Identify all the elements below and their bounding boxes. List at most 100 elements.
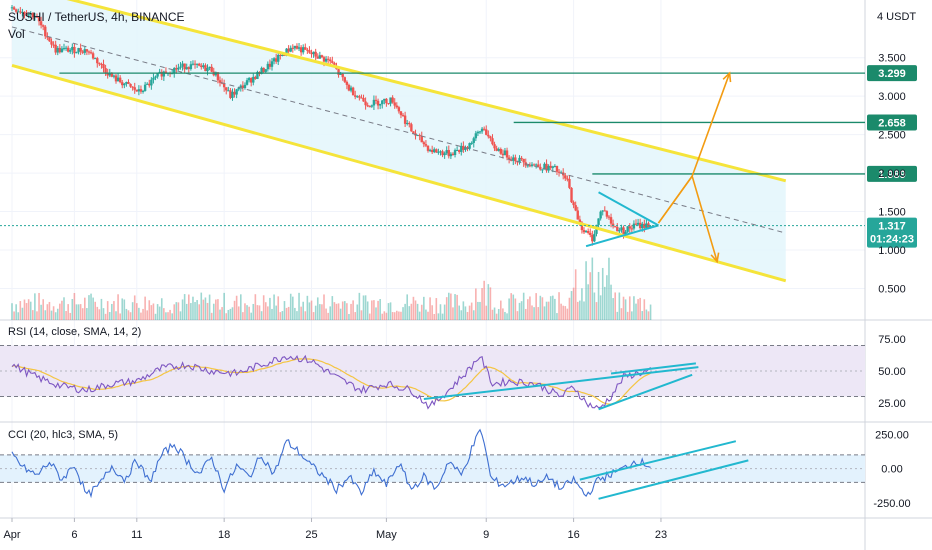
candle-body [102, 64, 105, 69]
candle-body [191, 63, 195, 65]
candle-body [545, 163, 548, 171]
candle-body [10, 7, 14, 9]
volume-bar [61, 300, 63, 320]
volume-bar [460, 310, 463, 320]
candle-body [360, 97, 363, 99]
volume-bar [412, 296, 415, 320]
candle-body [586, 231, 590, 233]
volume-bar [92, 297, 94, 320]
volume-bar [564, 306, 567, 320]
candle-body [385, 98, 388, 104]
rsi-axis-label: 25.00 [878, 398, 906, 410]
price-axis-label: 3.500 [878, 53, 906, 65]
candle-body [279, 55, 282, 57]
candle-body [291, 47, 294, 49]
candle-body [447, 150, 450, 157]
candle-body [641, 223, 644, 229]
candle-body [626, 226, 629, 232]
volume-bar [527, 299, 529, 320]
candle-body [549, 165, 552, 168]
candle-body [106, 72, 109, 76]
volume-bar [190, 303, 192, 320]
candle-body [127, 82, 130, 84]
candle-body [252, 76, 255, 83]
volume-bar [283, 301, 286, 320]
candle-body [326, 58, 330, 60]
volume-bar [117, 294, 119, 320]
candle-body [200, 65, 203, 68]
volume-bar [520, 301, 523, 320]
candle-body [551, 166, 554, 168]
volume-bar [96, 306, 99, 320]
candle-body [628, 226, 631, 229]
candle-body [27, 13, 30, 16]
volume-bar [344, 301, 346, 320]
volume-bar [383, 311, 386, 320]
candle-body [285, 48, 288, 56]
candle-body [14, 9, 18, 12]
candle-body [89, 52, 93, 54]
candle-body [100, 63, 103, 65]
last-price-tag [867, 217, 917, 248]
candle-body [541, 169, 544, 171]
volume-bar [581, 288, 583, 320]
candle-body [428, 149, 432, 151]
volume-bar [185, 303, 188, 320]
volume-bar [358, 292, 361, 320]
volume-bar [71, 299, 74, 320]
volume-bar [181, 299, 184, 320]
volume-bar [81, 308, 84, 320]
volume-bar [622, 296, 625, 320]
candle-body [343, 77, 346, 82]
candle-body [503, 150, 507, 156]
volume-bar [188, 294, 190, 320]
volume-bar [408, 306, 411, 320]
volume-bar [533, 307, 535, 320]
candle-body [487, 134, 490, 137]
volume-bar [150, 305, 153, 320]
volume-bar [487, 284, 490, 320]
candle-body [514, 157, 517, 162]
candle-body [268, 63, 272, 67]
volume-bar [518, 302, 521, 320]
volume-bar [308, 302, 311, 320]
candle-body [597, 218, 600, 225]
candle-body [495, 148, 498, 151]
volume-bar [146, 310, 148, 320]
candle-body [250, 78, 253, 83]
volume-bar [452, 307, 454, 320]
volume-bar [36, 311, 38, 320]
volume-bar [539, 295, 542, 320]
candle-body [254, 76, 257, 79]
volume-bar [556, 313, 558, 320]
volume-bar [127, 310, 130, 320]
candle-body [239, 85, 242, 88]
volume-bar [441, 313, 444, 320]
candle-body [555, 165, 559, 172]
volume-bar [119, 313, 121, 320]
volume-bar [269, 297, 271, 320]
volume-bar [131, 302, 134, 320]
volume-bar [572, 287, 575, 320]
volume-bar [102, 308, 105, 320]
volume-bar [15, 304, 17, 320]
candle-body [324, 58, 328, 62]
volume-bar [616, 311, 619, 320]
volume-bar [140, 312, 142, 320]
time-axis-label: 18 [218, 529, 230, 541]
volume-bar [281, 311, 284, 320]
candle-body [364, 101, 367, 106]
volume-bar [86, 308, 88, 320]
volume-bar [77, 304, 80, 320]
candle-body [23, 11, 26, 14]
volume-bar [321, 304, 323, 320]
candle-body [135, 89, 138, 92]
volume-bar [558, 292, 560, 320]
volume-bar [491, 309, 494, 320]
volume-bar [50, 310, 53, 320]
candle-body [351, 87, 355, 96]
volume-bar [287, 306, 290, 320]
candle-body [420, 135, 423, 143]
candle-body [354, 95, 357, 97]
